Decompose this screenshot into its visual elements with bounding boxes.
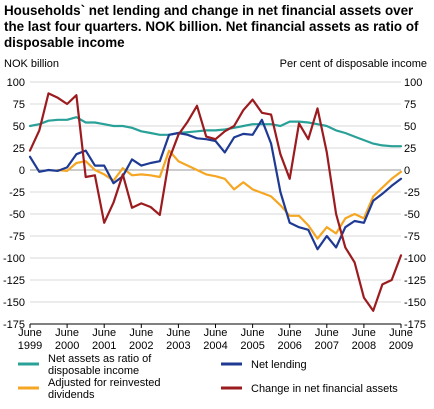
- y-tick-right-25: 25: [404, 143, 416, 155]
- x-tick-label-bottom-1999: 1999: [18, 340, 42, 352]
- x-tick-label-top-2006: June: [278, 327, 302, 339]
- series-line-1: [56, 149, 403, 240]
- y-tick-right-0: 0: [404, 165, 410, 177]
- x-tick-label-bottom-2001: 2001: [92, 340, 116, 352]
- x-tick-label-top-2009: June: [389, 327, 413, 339]
- x-tick-label-top-2008: June: [352, 327, 376, 339]
- y-tick-right-100: 100: [404, 77, 422, 89]
- legend-label-0-line1: Net assets as ratio of: [48, 353, 152, 365]
- x-tick-label-bottom-2004: 2004: [203, 340, 227, 352]
- x-tick-label-top-2004: June: [204, 327, 228, 339]
- legend-label-2-line1: Net lending: [251, 359, 307, 371]
- y-tick-left--100: -100: [3, 253, 25, 265]
- y-tick-right--50: -50: [404, 209, 420, 221]
- x-tick-label-bottom-2003: 2003: [166, 340, 190, 352]
- x-tick-label-top-2007: June: [315, 327, 339, 339]
- legend-label-3-line1: Change in net financial assets: [251, 383, 398, 395]
- y-tick-left--25: -25: [9, 187, 25, 199]
- y-tick-right--150: -150: [404, 297, 426, 309]
- series-line-3: [28, 92, 403, 312]
- x-tick-label-bottom-2007: 2007: [315, 340, 339, 352]
- x-tick-label-top-2003: June: [166, 327, 190, 339]
- x-tick-label-top-2005: June: [241, 327, 265, 339]
- chart-title: Households` net lending and change in ne…: [4, 3, 419, 50]
- x-tick-label-bottom-2002: 2002: [129, 340, 153, 352]
- y-tick-right-50: 50: [404, 121, 416, 133]
- legend-label-0-line2: disposable income: [48, 365, 139, 377]
- x-tick-label-top-2000: June: [55, 327, 79, 339]
- series-line-2: [28, 118, 403, 251]
- y-tick-right--100: -100: [404, 253, 426, 265]
- y-tick-left-100: 100: [7, 77, 25, 89]
- x-tick-label-top-2001: June: [92, 327, 116, 339]
- y-tick-left--50: -50: [9, 209, 25, 221]
- x-tick-label-bottom-2006: 2006: [277, 340, 301, 352]
- y-tick-right--25: -25: [404, 187, 420, 199]
- x-tick-label-top-1999: June: [18, 327, 42, 339]
- right-axis-unit-label: Per cent of disposable income: [279, 58, 427, 70]
- y-tick-left--75: -75: [9, 231, 25, 243]
- y-tick-right--75: -75: [404, 231, 420, 243]
- x-tick-label-bottom-2000: 2000: [55, 340, 79, 352]
- left-axis-unit-label: NOK billion: [4, 58, 60, 70]
- y-tick-left-0: 0: [19, 165, 25, 177]
- y-tick-right-75: 75: [404, 99, 416, 111]
- y-tick-left-75: 75: [13, 99, 25, 111]
- y-tick-right--175: -175: [404, 319, 426, 331]
- y-tick-right--125: -125: [404, 275, 426, 287]
- y-tick-left--150: -150: [3, 297, 25, 309]
- y-tick-left-25: 25: [13, 143, 25, 155]
- y-tick-left-50: 50: [13, 121, 25, 133]
- legend-label-1-line2: dividends: [48, 389, 95, 401]
- legend-label-1-line1: Adjusted for reinvested: [48, 377, 161, 389]
- series-line-0: [28, 116, 403, 148]
- x-tick-label-bottom-2009: 2009: [389, 340, 413, 352]
- x-tick-label-top-2002: June: [129, 327, 153, 339]
- x-tick-label-bottom-2005: 2005: [240, 340, 264, 352]
- y-tick-left--175: -175: [3, 319, 25, 331]
- x-tick-label-bottom-2008: 2008: [352, 340, 376, 352]
- y-tick-left--125: -125: [3, 275, 25, 287]
